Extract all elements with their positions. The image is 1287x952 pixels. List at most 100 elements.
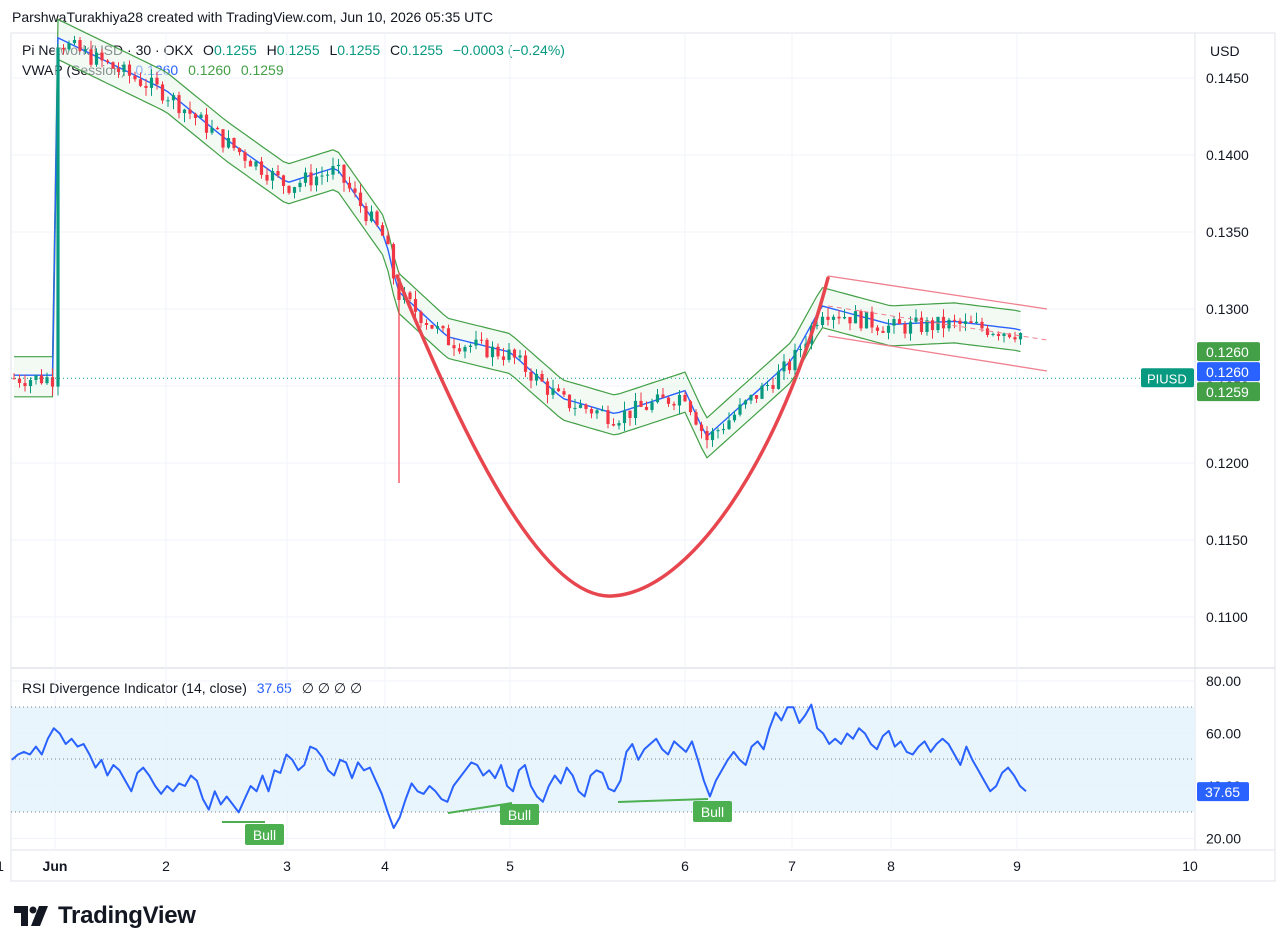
chart-credit: ParshwaTurakhiya28 created with TradingV… (12, 9, 493, 25)
candle-up (314, 176, 319, 186)
chart-canvas[interactable]: Bull Bull Bull 0.1450 0.1400 0.1350 0.1300 0… (0, 0, 1287, 900)
price-tag (1197, 382, 1260, 402)
candle-up (67, 43, 71, 50)
candle-up (45, 377, 49, 384)
candle-down (694, 412, 698, 425)
candle-down (952, 319, 957, 321)
svg-text:Bull: Bull (701, 804, 724, 820)
candle-up (842, 316, 847, 319)
candle-down (496, 346, 500, 357)
candle-up (369, 211, 374, 222)
vwap-line (14, 36, 1021, 438)
channel-lower-line[interactable] (827, 335, 1048, 372)
price-tag (1197, 362, 1260, 382)
candle-up (820, 316, 825, 326)
candle-down (391, 244, 396, 279)
candle-down (100, 52, 104, 61)
price-tags: 0.1260 0.1260 0.1259 PIUSD (1141, 342, 1260, 402)
candle-down (754, 395, 759, 399)
candle-up (782, 361, 786, 372)
candle-down (413, 299, 418, 312)
candle-up (914, 317, 918, 322)
candle-up (270, 171, 275, 181)
candle-up (793, 349, 797, 371)
candle-up (853, 311, 858, 324)
candle-up (226, 137, 231, 148)
candle-down (606, 410, 610, 424)
candle-down (397, 278, 401, 300)
candle-up (677, 394, 682, 406)
candle-down (688, 401, 693, 413)
candle-down (639, 400, 643, 407)
candle-down (386, 235, 390, 245)
candle-up (947, 319, 951, 329)
candle-up (507, 349, 511, 360)
candle-down (501, 356, 506, 360)
candle-down (589, 408, 594, 414)
candle-down (881, 330, 885, 333)
candle-up (72, 39, 77, 44)
candle-up (1018, 332, 1023, 340)
time-tick-label: 5 (506, 858, 514, 874)
candle-up (490, 346, 495, 358)
candle-up (617, 423, 621, 426)
vwap-bands (14, 18, 1021, 459)
candle-up (573, 407, 577, 409)
candle-down (523, 355, 528, 372)
bull-divergence-3: Bull (617, 798, 732, 822)
candle-down (50, 377, 55, 387)
candle-up (551, 388, 555, 395)
cup-pattern-curve[interactable] (395, 274, 830, 598)
tradingview-logo[interactable]: TradingView (14, 902, 196, 930)
candle-down (61, 47, 66, 50)
rsi-label[interactable]: RSI Divergence Indicator (14, close) (22, 680, 247, 696)
candle-up (94, 52, 99, 65)
candle-down (188, 109, 192, 114)
candle-down (380, 225, 385, 236)
price-axis[interactable]: 0.14500.14000.13500.13000.12500.12000.11… (1206, 43, 1249, 625)
candle-down (287, 185, 291, 193)
candle-down (875, 327, 880, 331)
candle-down (446, 328, 451, 346)
rsi-empty-values: ∅ ∅ ∅ ∅ (301, 680, 363, 696)
symbol-tag (1141, 368, 1194, 388)
candle-down (138, 79, 143, 86)
candle-down (479, 339, 484, 341)
chart-frame (10, 32, 1276, 882)
candle-down (89, 49, 93, 65)
candle-down (204, 114, 209, 133)
rsi-current-label: 37.65 (1205, 784, 1240, 800)
candle-up (925, 320, 929, 332)
channel-upper-line[interactable] (827, 275, 1048, 310)
symbol-tag-label: PIUSD (1147, 371, 1187, 386)
candle-down (39, 375, 44, 384)
currency-label: USD (1210, 43, 1240, 59)
candle-up (166, 100, 170, 102)
channel-mid-line[interactable] (827, 305, 1048, 341)
candle-down (23, 383, 27, 387)
price-tag-label: 0.1259 (1206, 384, 1249, 400)
candle-up (254, 161, 258, 167)
candle-down (133, 75, 137, 80)
candle-up (56, 47, 60, 387)
candle-up (963, 321, 968, 324)
open-label: O (203, 42, 214, 58)
candle-down (540, 374, 544, 382)
candle-up (991, 333, 995, 335)
candle-up (633, 400, 638, 419)
candle-up (325, 174, 330, 176)
candle-down (160, 84, 165, 101)
candle-down (144, 85, 148, 88)
candle-down (556, 388, 561, 392)
candle-up (534, 374, 539, 381)
time-axis[interactable]: Jun 2 3 4 5 6 7 8 9 10 1 (0, 858, 1198, 874)
candle-down (996, 333, 1001, 336)
price-tick-label: 0.1200 (1206, 455, 1249, 471)
candle-down (237, 148, 242, 153)
candle-down (699, 424, 704, 431)
candle-down (529, 371, 533, 381)
candle-up (595, 410, 599, 414)
candle-down (17, 378, 22, 384)
candle-down (1007, 333, 1012, 338)
